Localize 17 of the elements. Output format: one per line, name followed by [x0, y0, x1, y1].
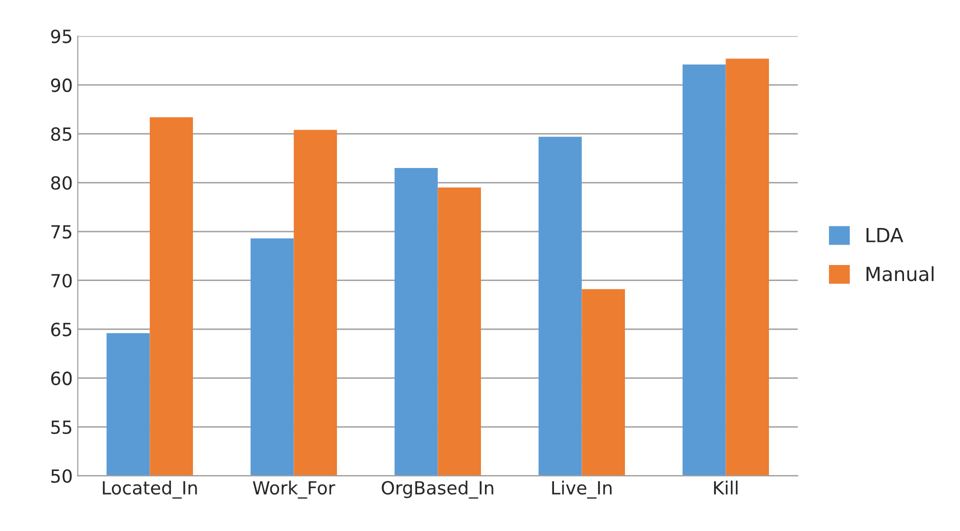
- y-tick-label: 90: [51, 78, 72, 92]
- x-tick-label: Work_For: [252, 480, 336, 499]
- y-tick-label: 95: [51, 30, 72, 44]
- y-tick-label: 50: [51, 469, 72, 483]
- x-tick-label: OrgBased_In: [382, 480, 494, 499]
- y-tick-label: 75: [51, 225, 72, 239]
- y-tick-label: 80: [51, 176, 72, 190]
- legend-label: LDA: [866, 228, 904, 242]
- y-tick-label: 55: [51, 420, 72, 434]
- y-tick-label: 70: [51, 274, 72, 288]
- x-tick-label: Kill: [714, 480, 738, 494]
- y-tick-label: 65: [51, 322, 72, 336]
- y-tick-label: 85: [51, 127, 72, 141]
- y-tick-label: 60: [51, 372, 72, 386]
- legend-label: Manual: [866, 266, 934, 282]
- x-tick-label: Live_In: [552, 480, 612, 499]
- x-tick-label: Located_In: [102, 480, 197, 499]
